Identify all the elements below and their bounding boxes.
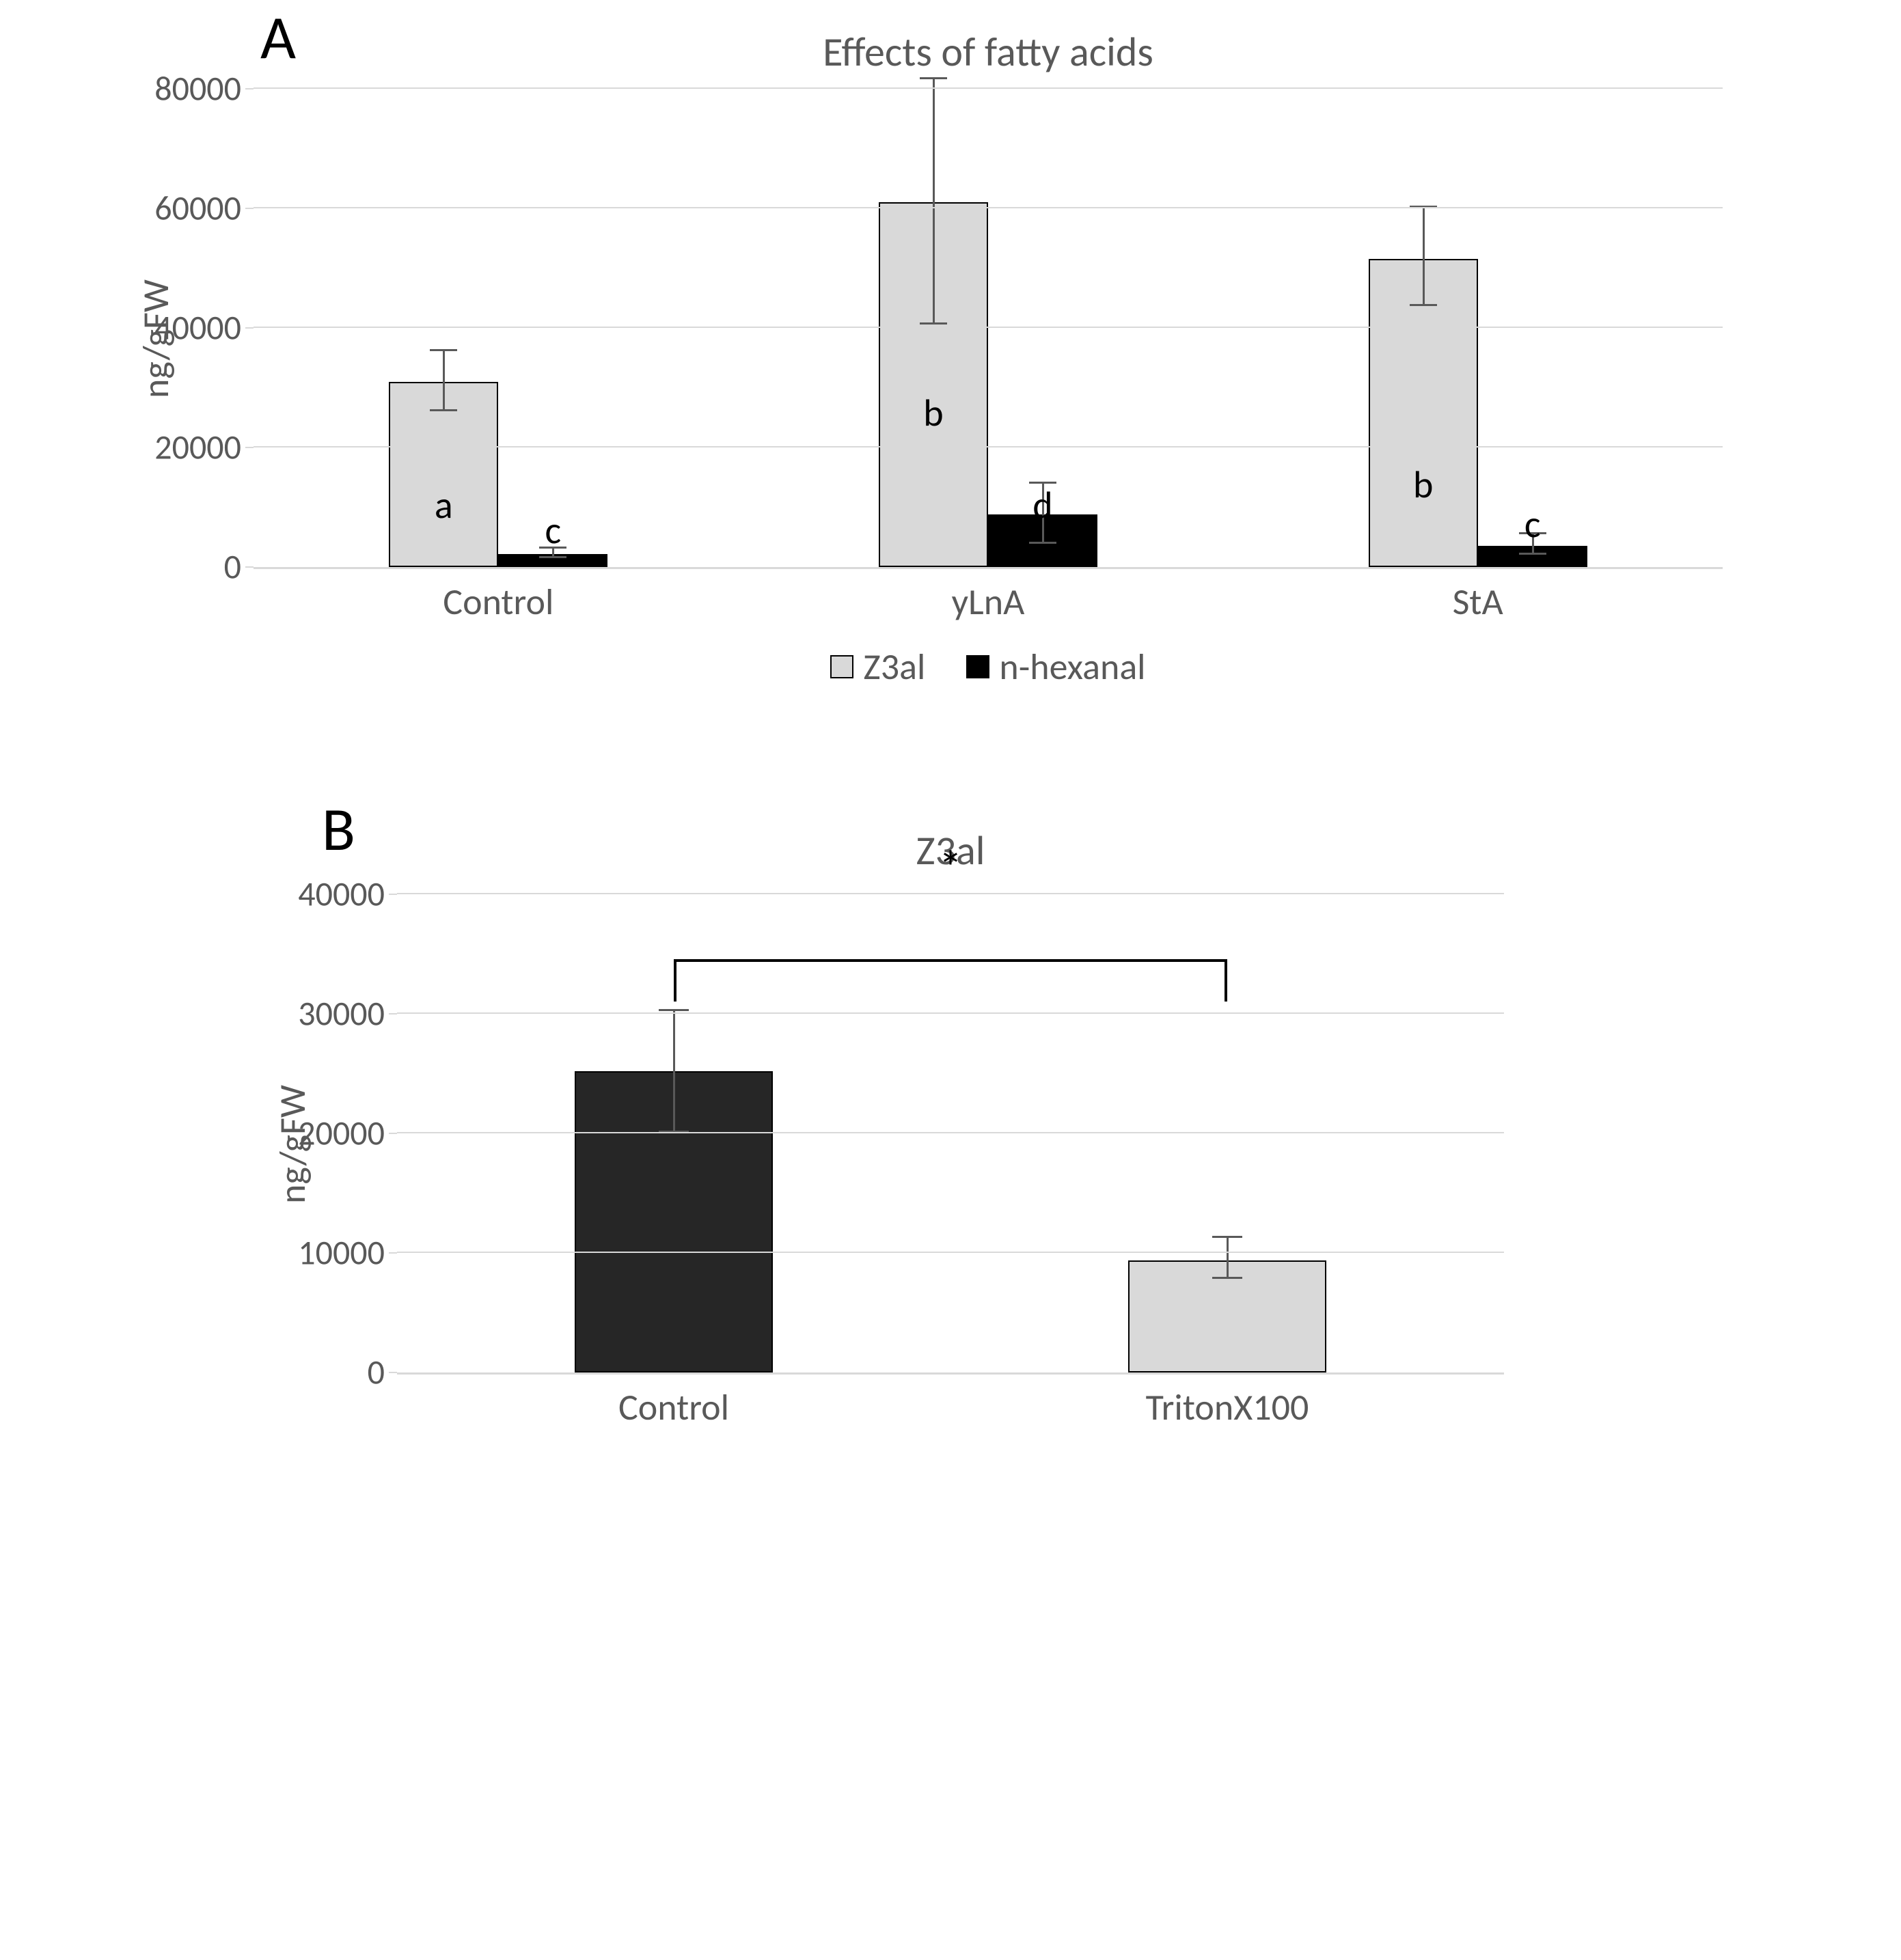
chart-b-bars: ControlTritonX100	[397, 896, 1504, 1372]
ytick-label: 80000	[154, 68, 254, 110]
significance-letter: a	[435, 482, 453, 529]
bar-group: Controlac	[254, 91, 743, 567]
gridline	[254, 446, 1723, 447]
bar: c	[1478, 546, 1587, 568]
panel-b: B Z3al ng/gFW ControlTritonX100 01000020…	[28, 826, 1873, 1375]
xtick-label: StA	[1453, 567, 1503, 624]
xtick-label: yLnA	[952, 567, 1025, 624]
legend-item: Z3al	[830, 644, 925, 689]
bar: d	[988, 514, 1097, 567]
panel-b-label: B	[322, 792, 355, 867]
bar: c	[498, 554, 607, 567]
ytick-label: 30000	[298, 993, 397, 1035]
chart-b-plot-area: ControlTritonX100 010000200003000040000*	[397, 896, 1504, 1375]
significance-star: *	[939, 838, 963, 897]
legend-label: n-hexanal	[999, 644, 1145, 689]
panel-a: A Effects of fatty acids ng/gFW Controla…	[28, 27, 1873, 689]
ytick-label: 20000	[154, 427, 254, 469]
chart-a-plot-area: ControlacyLnAbdStAbc 0200004000060000800…	[254, 91, 1723, 569]
legend-swatch	[830, 655, 853, 678]
significance-letter: b	[923, 390, 943, 437]
gridline	[254, 87, 1723, 89]
ytick-label: 0	[368, 1352, 397, 1394]
bar	[575, 1071, 773, 1372]
bar: a	[389, 382, 498, 567]
ytick-label: 10000	[298, 1232, 397, 1274]
bar-group: StAbc	[1233, 91, 1723, 567]
gridline	[397, 1252, 1504, 1253]
ytick-label: 40000	[154, 307, 254, 349]
bar-group: yLnAbd	[743, 91, 1233, 567]
chart-a-title: Effects of fatty acids	[254, 27, 1723, 77]
xtick-label: TritonX100	[1146, 1372, 1309, 1430]
ytick-label: 0	[224, 547, 254, 588]
gridline	[397, 1012, 1504, 1014]
bar: b	[1369, 259, 1478, 567]
legend-swatch	[966, 655, 989, 678]
ytick-label: 40000	[298, 874, 397, 915]
panel-a-label: A	[260, 0, 296, 75]
chart-a-bars: ControlacyLnAbdStAbc	[254, 91, 1723, 567]
significance-letter: d	[1032, 482, 1052, 529]
legend-label: Z3al	[863, 644, 925, 689]
ytick-label: 60000	[154, 188, 254, 230]
significance-letter: c	[1524, 501, 1541, 548]
gridline	[397, 1132, 1504, 1133]
significance-letter: b	[1413, 462, 1433, 508]
figure: A Effects of fatty acids ng/gFW Controla…	[28, 27, 1873, 1375]
bar-group: TritonX100	[951, 896, 1504, 1372]
bar: b	[879, 202, 988, 567]
ytick-label: 20000	[298, 1113, 397, 1155]
significance-bracket	[674, 959, 1227, 960]
chart-a-legend: Z3al n-hexanal	[254, 644, 1723, 689]
legend-item: n-hexanal	[966, 644, 1145, 689]
gridline	[254, 207, 1723, 208]
gridline	[254, 327, 1723, 328]
xtick-label: Control	[443, 567, 553, 624]
xtick-label: Control	[618, 1372, 729, 1430]
significance-letter: c	[545, 508, 561, 554]
bar	[1128, 1260, 1326, 1373]
